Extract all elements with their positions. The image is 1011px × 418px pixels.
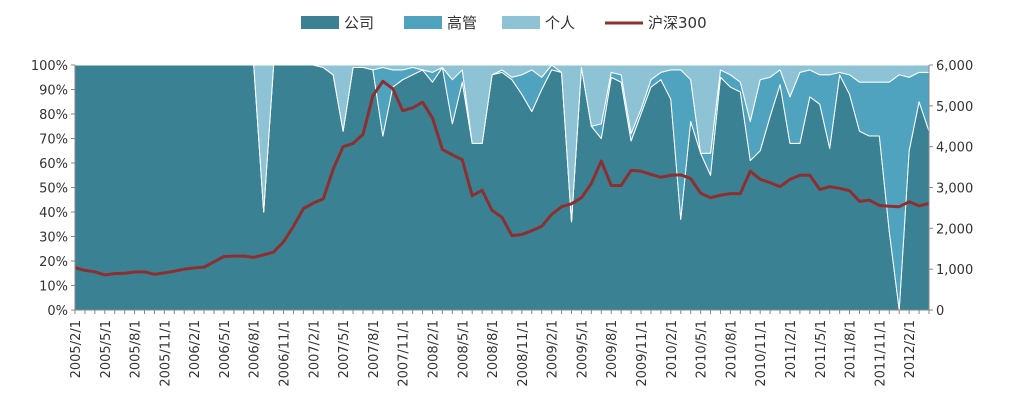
legend-swatch (301, 16, 339, 29)
x-tick-label: 2012/2/1 (903, 320, 918, 378)
legend-label: 高管 (447, 14, 477, 32)
y-right-tick-label: 5,000 (936, 100, 973, 115)
y-right-tick-label: 2,000 (936, 222, 973, 237)
legend-item-3: 沪深300 (605, 14, 707, 32)
legend-swatch (502, 16, 540, 29)
legend-item-2: 个人 (502, 14, 575, 32)
y-left-tick-label: 50% (39, 182, 68, 197)
x-tick-label: 2010/11/1 (754, 320, 769, 387)
x-tick-label: 2007/2/1 (307, 320, 322, 378)
x-tick-label: 2006/11/1 (278, 320, 293, 387)
x-tick-label: 2006/2/1 (188, 320, 203, 378)
x-tick-label: 2005/5/1 (99, 320, 114, 378)
x-tick-label: 2011/8/1 (844, 320, 859, 378)
y-left-tick-label: 90% (39, 84, 68, 99)
y-left-tick-label: 70% (39, 133, 68, 148)
y-left-tick-label: 30% (39, 231, 68, 246)
x-tick-label: 2009/5/1 (575, 320, 590, 378)
x-tick-label: 2011/2/1 (784, 320, 799, 378)
x-tick-label: 2007/5/1 (337, 320, 352, 378)
legend: 公司 高管 个人 沪深300 (301, 14, 707, 32)
line-series-0 (74, 79, 930, 277)
y-left-tick-label: 0% (47, 304, 68, 319)
x-tick-label: 2005/2/1 (69, 320, 84, 378)
x-tick-label: 2010/2/1 (665, 320, 680, 378)
x-tick-label: 2008/2/1 (426, 320, 441, 378)
y-left-tick-label: 40% (39, 206, 68, 221)
x-tick-label: 2008/5/1 (456, 320, 471, 378)
x-tick-label: 2008/8/1 (486, 320, 501, 378)
line-series-layer (74, 79, 930, 277)
x-tick-label: 2009/11/1 (635, 320, 650, 387)
x-tick-label: 2009/2/1 (546, 320, 561, 378)
x-tick-label: 2010/8/1 (724, 320, 739, 378)
axes: 0% 10% 20% 30% 40% 50% 60% 70% 80% 90% 100% 0 1,000 2… (31, 59, 973, 387)
y-right-tick-label: 4,000 (936, 141, 973, 156)
legend-label: 沪深300 (648, 14, 707, 32)
x-tick-label: 2008/11/1 (516, 320, 531, 387)
legend-item-0: 公司 (301, 14, 374, 32)
y-left-tick-label: 20% (39, 255, 68, 270)
y-right-tick-label: 3,000 (936, 182, 973, 197)
area-series-layer (74, 64, 930, 311)
x-tick-label: 2005/8/1 (129, 320, 144, 378)
legend-label: 公司 (344, 14, 374, 32)
y-right-tick-label: 6,000 (936, 59, 973, 74)
legend-label: 个人 (545, 14, 575, 32)
y-left-tick-label: 100% (31, 59, 68, 74)
x-tick-label: 2006/8/1 (248, 320, 263, 378)
x-tick-label: 2007/11/1 (397, 320, 412, 387)
x-tick-label: 2006/5/1 (218, 320, 233, 378)
y-right-tick-label: 1,000 (936, 263, 973, 278)
legend-swatch (404, 16, 442, 29)
y-left-tick-label: 80% (39, 108, 68, 123)
y-left-tick-label: 60% (39, 157, 68, 172)
legend-item-1: 高管 (404, 14, 477, 32)
x-tick-label: 2005/11/1 (158, 320, 173, 387)
y-left-tick-label: 10% (39, 280, 68, 295)
x-tick-label: 2009/8/1 (605, 320, 620, 378)
x-tick-label: 2011/5/1 (814, 320, 829, 378)
x-tick-label: 2011/11/1 (873, 320, 888, 387)
y-right-tick-label: 0 (936, 304, 944, 319)
x-tick-label: 2007/8/1 (367, 320, 382, 378)
x-tick-label: 2010/5/1 (695, 320, 710, 378)
